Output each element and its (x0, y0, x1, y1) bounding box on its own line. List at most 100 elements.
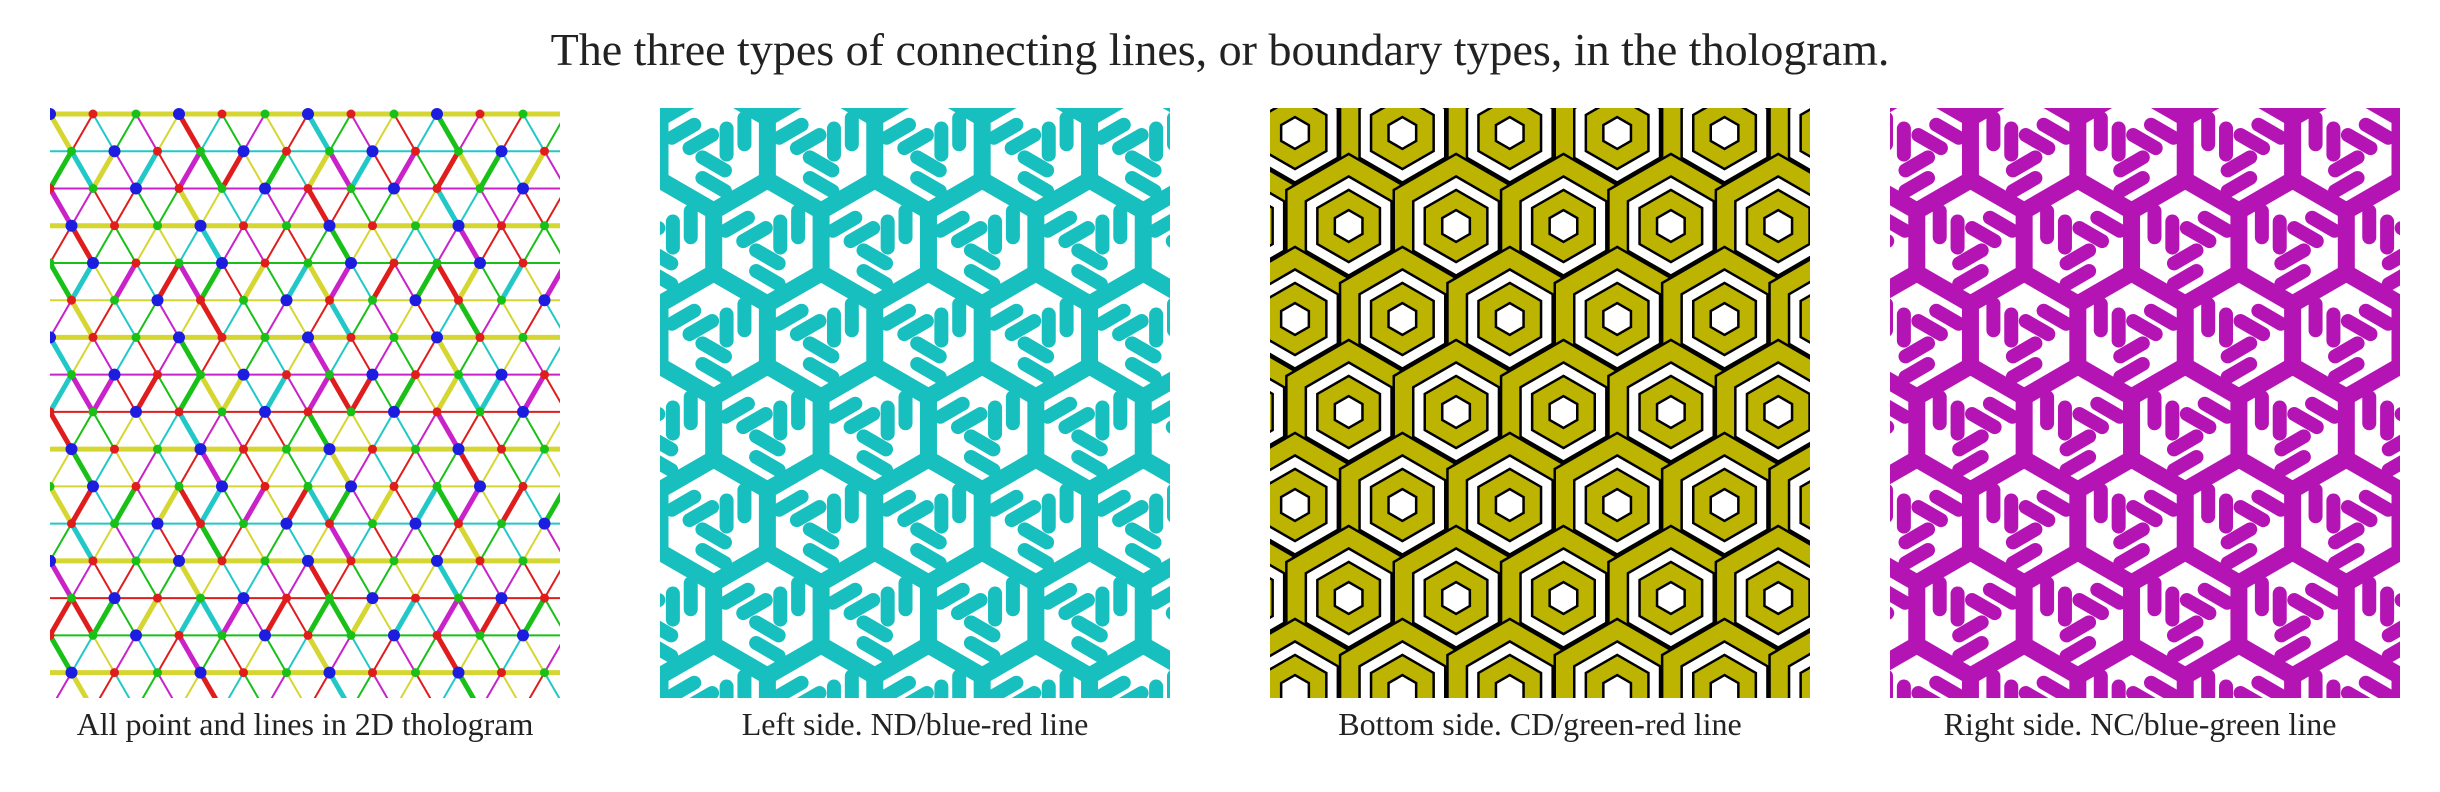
lattice-point (174, 407, 184, 417)
chevron-stroke (2274, 243, 2311, 271)
lattice-line (156, 374, 180, 413)
lattice-point (454, 370, 463, 380)
lattice-line (285, 411, 309, 450)
spoke (2337, 543, 2400, 592)
chevron-stroke (664, 303, 702, 331)
lattice-line (477, 596, 504, 637)
lattice-line (456, 298, 483, 339)
lattice-point (280, 294, 293, 307)
chevron-stroke (856, 635, 894, 664)
lattice-line (391, 373, 418, 414)
lattice-line (305, 634, 332, 674)
chevron-stroke (1965, 593, 2002, 621)
chevron-stroke (749, 635, 786, 664)
cube-motif (2069, 336, 2194, 468)
chevron-stroke (1040, 396, 1078, 424)
chevron-stroke (825, 396, 863, 424)
spoke (660, 171, 723, 220)
chevron-stroke (749, 243, 786, 271)
chevron-stroke (2220, 170, 2258, 199)
lattice-point (173, 108, 185, 120)
lattice-line (350, 411, 374, 450)
chevron-stroke (2036, 117, 2074, 145)
lattice-line (92, 523, 116, 562)
lattice-line (270, 672, 288, 698)
inner-ring (1748, 563, 1809, 633)
chevron-stroke (1898, 150, 1936, 178)
lattice-line (414, 448, 438, 487)
lattice-line (414, 411, 438, 450)
chevron-stroke (1094, 303, 1131, 331)
lattice-line (135, 485, 159, 525)
lattice-line (285, 523, 309, 562)
lattice-line (370, 485, 397, 525)
spoke (705, 543, 776, 592)
lattice-line (135, 411, 159, 450)
lattice-line (522, 299, 546, 338)
lattice-point (237, 145, 250, 158)
cube-motif (866, 522, 991, 654)
lattice-line (520, 596, 547, 637)
cube-motif (1041, 108, 1149, 189)
lattice-line (264, 113, 288, 152)
lattice-line (156, 225, 180, 264)
lattice-point (518, 258, 528, 268)
chevron-stroke (910, 356, 947, 385)
chevron-stroke (660, 248, 679, 271)
spoke (812, 264, 884, 313)
cube-motif (1890, 636, 1926, 698)
chevron-stroke (1071, 243, 1108, 271)
lattice-line (327, 485, 354, 525)
spoke (840, 108, 884, 127)
cube-motif (1961, 522, 2087, 654)
chevron-stroke (749, 263, 786, 292)
chevron-stroke (1911, 128, 1948, 156)
lattice-line (350, 299, 374, 338)
lattice-point (475, 109, 485, 119)
chevron-stroke (660, 434, 679, 457)
lattice-line (156, 187, 180, 227)
lattice-line (500, 336, 524, 376)
lattice-line (221, 523, 245, 562)
lattice-point (130, 405, 142, 418)
lattice-line (50, 410, 74, 451)
lattice-line (156, 299, 180, 338)
spoke (1890, 371, 1926, 406)
spoke (2176, 108, 2220, 127)
lattice-line (434, 187, 461, 227)
lattice-line (198, 261, 225, 302)
spoke (705, 264, 776, 313)
lattice-line (434, 112, 461, 153)
lattice-point (131, 332, 141, 342)
lattice-point (517, 405, 529, 418)
lattice-line (50, 299, 73, 338)
lattice-line (69, 261, 96, 302)
inner-ring (1479, 284, 1540, 354)
chevron-stroke (2036, 675, 2074, 698)
lattice-line (113, 560, 137, 599)
chevron-stroke (749, 429, 786, 457)
lattice-line (479, 448, 503, 487)
lattice-point (88, 556, 98, 566)
spoke (1890, 264, 1926, 299)
chevron-stroke (2166, 263, 2204, 292)
chevron-stroke (1112, 500, 1149, 528)
lattice-line (414, 634, 438, 674)
lattice-point (389, 556, 399, 566)
lattice-line (371, 560, 395, 599)
inner-ring (1801, 482, 1810, 528)
cube-motif (973, 150, 1099, 282)
lattice-line (520, 149, 547, 190)
lattice-line (327, 224, 354, 265)
lattice-line (328, 560, 352, 599)
lattice-line (522, 113, 546, 152)
chevron-stroke (695, 150, 732, 178)
lattice-line (413, 261, 440, 302)
chevron-stroke (1040, 210, 1078, 238)
lattice-point (131, 556, 141, 566)
chevron-stroke (963, 263, 1001, 292)
lattice-line (92, 336, 116, 376)
lattice-point (432, 258, 442, 268)
chevron-stroke (2381, 434, 2400, 457)
inner-ring (1318, 191, 1379, 261)
